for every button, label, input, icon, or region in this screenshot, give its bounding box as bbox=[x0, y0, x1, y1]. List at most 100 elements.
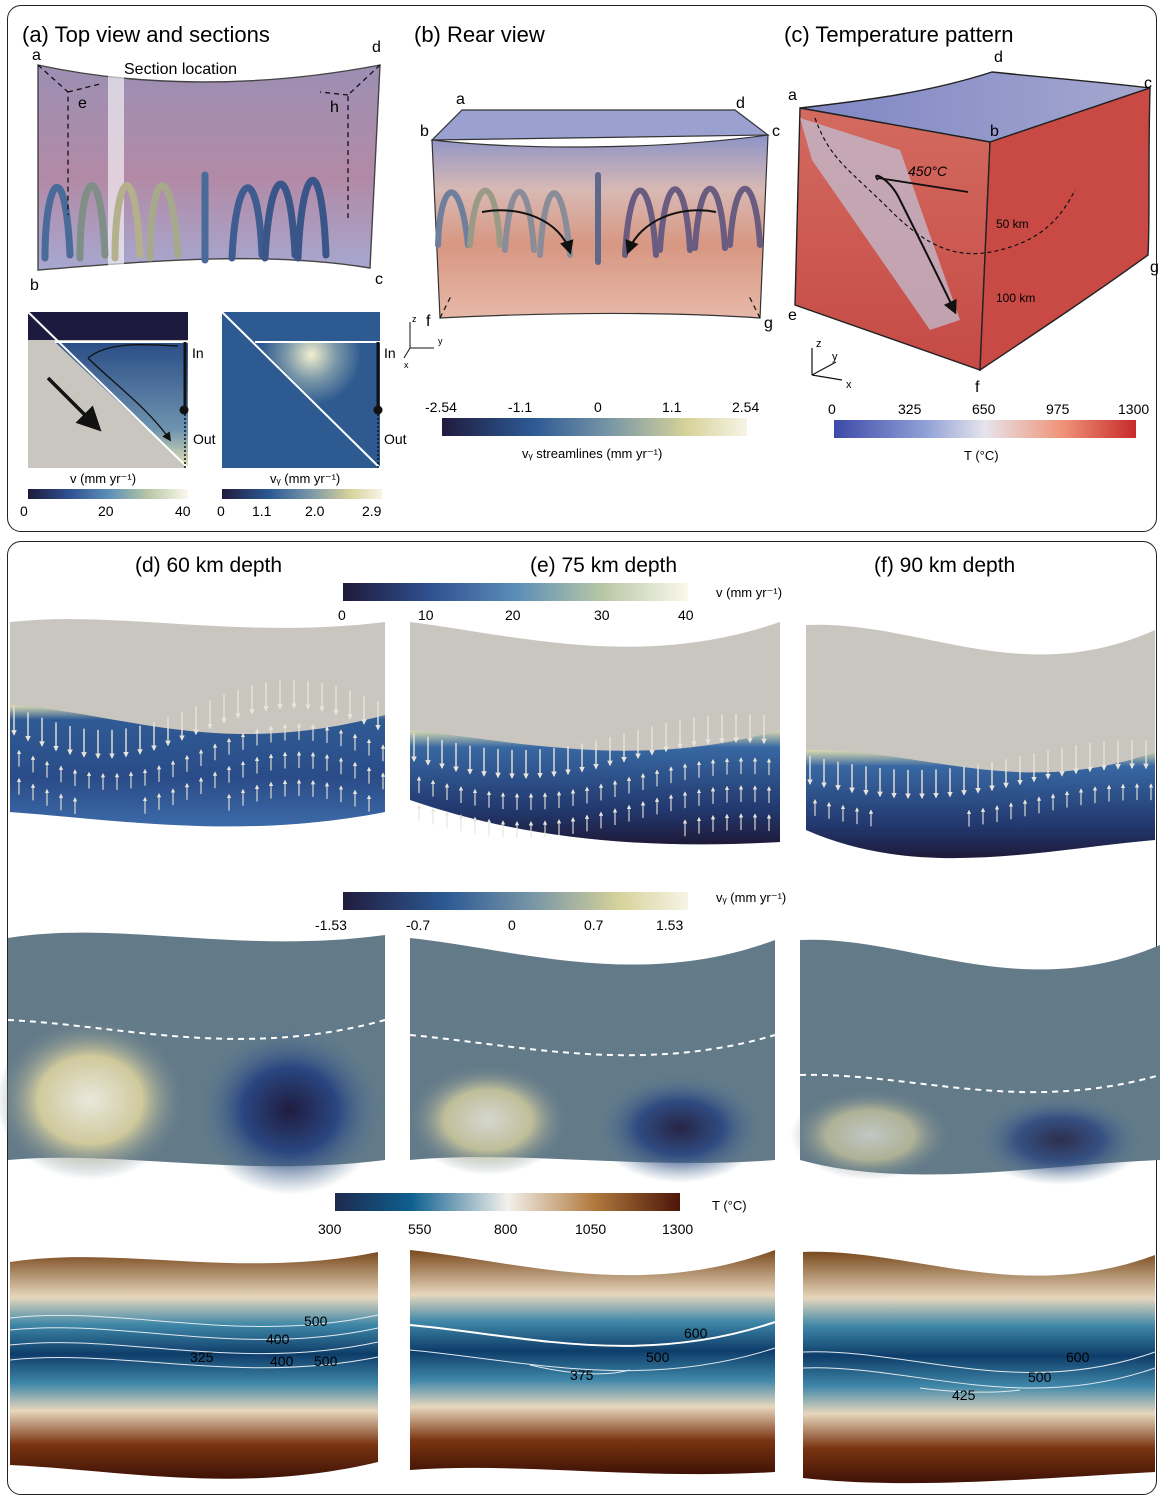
cbar-velocity-tick-2: 20 bbox=[505, 607, 521, 623]
section-location-label: Section location bbox=[124, 61, 237, 78]
corner-d: d bbox=[372, 39, 381, 56]
corner-b: b bbox=[30, 277, 39, 294]
panel-b-title: (b) Rear view bbox=[414, 22, 545, 47]
cbar-c-tick-2: 650 bbox=[972, 401, 996, 417]
temperature-map-f bbox=[802, 1251, 1156, 1484]
corner-c: c bbox=[375, 271, 383, 288]
cbar-b bbox=[442, 418, 747, 436]
cbar-a-vy-title: vᵧ (mm yr⁻¹) bbox=[270, 471, 340, 486]
cbar-vy-tick-3: 0.7 bbox=[584, 917, 604, 933]
panel-a-title: (a) Top view and sections bbox=[22, 22, 270, 47]
contour-d-3: 400 bbox=[270, 1353, 294, 1369]
cbar-c-tick-0: 0 bbox=[828, 401, 836, 417]
contour-e-2: 375 bbox=[570, 1367, 594, 1383]
column-e-title: (e) 75 km depth bbox=[530, 554, 677, 577]
cbar-vy-tick-1: -0.7 bbox=[406, 917, 430, 933]
cbar-T-tick-4: 1300 bbox=[662, 1221, 693, 1237]
cbar-a-vy-tick-0: 0 bbox=[217, 503, 225, 519]
cbar-vy-tick-0: -1.53 bbox=[315, 917, 347, 933]
vy-map-e bbox=[408, 938, 776, 1183]
cbar-a-v-tick-1: 20 bbox=[98, 503, 114, 519]
cbar-vy bbox=[343, 892, 688, 910]
cbar-a-vy-tick-3: 2.9 bbox=[362, 503, 382, 519]
cbar-b-tick-3: 1.1 bbox=[662, 399, 682, 415]
panel-c-title: (c) Temperature pattern bbox=[784, 22, 1013, 47]
cbar-velocity-tick-4: 40 bbox=[678, 607, 694, 623]
panel-c-corner-e: e bbox=[788, 307, 797, 324]
column-d-title: (d) 60 km depth bbox=[135, 554, 282, 577]
panel-c-depth-50: 50 km bbox=[996, 217, 1029, 231]
panel-b-corner-f: f bbox=[426, 313, 431, 330]
cbar-b-tick-1: -1.1 bbox=[508, 399, 532, 415]
panel-c-corner-b: b bbox=[990, 123, 999, 140]
cbar-T bbox=[335, 1193, 680, 1211]
cbar-c-tick-4: 1300 bbox=[1118, 401, 1149, 417]
cbar-vy-tick-2: 0 bbox=[508, 917, 516, 933]
corner-h: h bbox=[330, 99, 339, 116]
cbar-velocity-tick-1: 10 bbox=[418, 607, 434, 623]
panel-b-corner-d: d bbox=[736, 95, 745, 112]
panel-b-arrow-left bbox=[481, 209, 574, 255]
axis-a-z: z bbox=[412, 314, 417, 324]
cbar-b-tick-0: -2.54 bbox=[425, 399, 457, 415]
velocity-map-e bbox=[410, 622, 780, 845]
axes-a-icon bbox=[403, 322, 434, 359]
cbar-T-title: T (°C) bbox=[712, 1198, 747, 1213]
contour-d-0: 500 bbox=[304, 1313, 328, 1329]
axis-a-y: y bbox=[438, 336, 443, 346]
contour-d-1: 400 bbox=[266, 1331, 290, 1347]
panel-c-isotherm bbox=[814, 117, 1076, 255]
cbar-vy-tick-4: 1.53 bbox=[656, 917, 683, 933]
section-vy-in-label: In bbox=[384, 345, 396, 361]
velocity-map-f bbox=[806, 624, 1155, 859]
cbar-c-title: T (°C) bbox=[964, 448, 999, 463]
axis-c-z: z bbox=[816, 338, 822, 350]
velocity-arrows bbox=[11, 680, 1154, 838]
section-vy bbox=[221, 311, 383, 469]
panel-a-streamlines bbox=[41, 171, 330, 264]
contour-f-1: 500 bbox=[1028, 1369, 1052, 1385]
cbar-velocity-tick-3: 30 bbox=[594, 607, 610, 623]
cbar-T-tick-2: 800 bbox=[494, 1221, 518, 1237]
contour-e-1: 500 bbox=[646, 1349, 670, 1365]
cbar-a-v-tick-0: 0 bbox=[20, 503, 28, 519]
cbar-velocity-title: v (mm yr⁻¹) bbox=[716, 585, 782, 600]
panel-c-depth-100: 100 km bbox=[996, 291, 1035, 305]
cbar-b-tick-2: 0 bbox=[594, 399, 602, 415]
cbar-a-vy-tick-2: 2.0 bbox=[305, 503, 325, 519]
vy-map-f bbox=[790, 939, 1161, 1185]
cbar-c-tick-1: 325 bbox=[898, 401, 922, 417]
panel-b-streamlines bbox=[435, 172, 763, 265]
panel-b-dashes bbox=[439, 293, 761, 319]
contour-d-4: 500 bbox=[314, 1353, 338, 1369]
cbar-T-tick-3: 1050 bbox=[575, 1221, 606, 1237]
panel-c-corner-c: c bbox=[1144, 75, 1152, 92]
section-v-out-label: Out bbox=[193, 431, 216, 447]
panel-c-inlet-line bbox=[877, 177, 969, 193]
contour-f-2: 425 bbox=[952, 1387, 976, 1403]
temperature-map-d bbox=[9, 1252, 379, 1479]
section-v bbox=[27, 311, 189, 469]
cbar-vy-title: vᵧ (mm yr⁻¹) bbox=[716, 890, 786, 905]
contour-d-2: 325 bbox=[190, 1349, 214, 1365]
panel-c-isotherm-label: 450°C bbox=[908, 163, 948, 179]
cbar-T-tick-1: 550 bbox=[408, 1221, 432, 1237]
cbar-a-v-tick-2: 40 bbox=[175, 503, 191, 519]
corner-e: e bbox=[78, 95, 87, 112]
cbar-b-tick-4: 2.54 bbox=[732, 399, 759, 415]
contour-e-0: 600 bbox=[684, 1325, 708, 1341]
panel-a-dashes bbox=[37, 64, 381, 218]
vy-map-d bbox=[0, 932, 386, 1195]
panel-c-slab bbox=[800, 118, 960, 330]
column-f-title: (f) 90 km depth bbox=[874, 554, 1015, 577]
panel-b-corner-a: a bbox=[456, 91, 465, 108]
cbar-c bbox=[834, 420, 1136, 438]
panel-c-corner-g: g bbox=[1150, 259, 1159, 276]
panel-b-corner-g: g bbox=[764, 315, 773, 332]
panel-c-arrow bbox=[875, 174, 957, 315]
axis-a-x: x bbox=[404, 360, 409, 370]
axis-c-x: x bbox=[846, 379, 852, 391]
panel-c-top bbox=[799, 71, 1151, 143]
cbar-velocity-tick-0: 0 bbox=[338, 607, 346, 623]
